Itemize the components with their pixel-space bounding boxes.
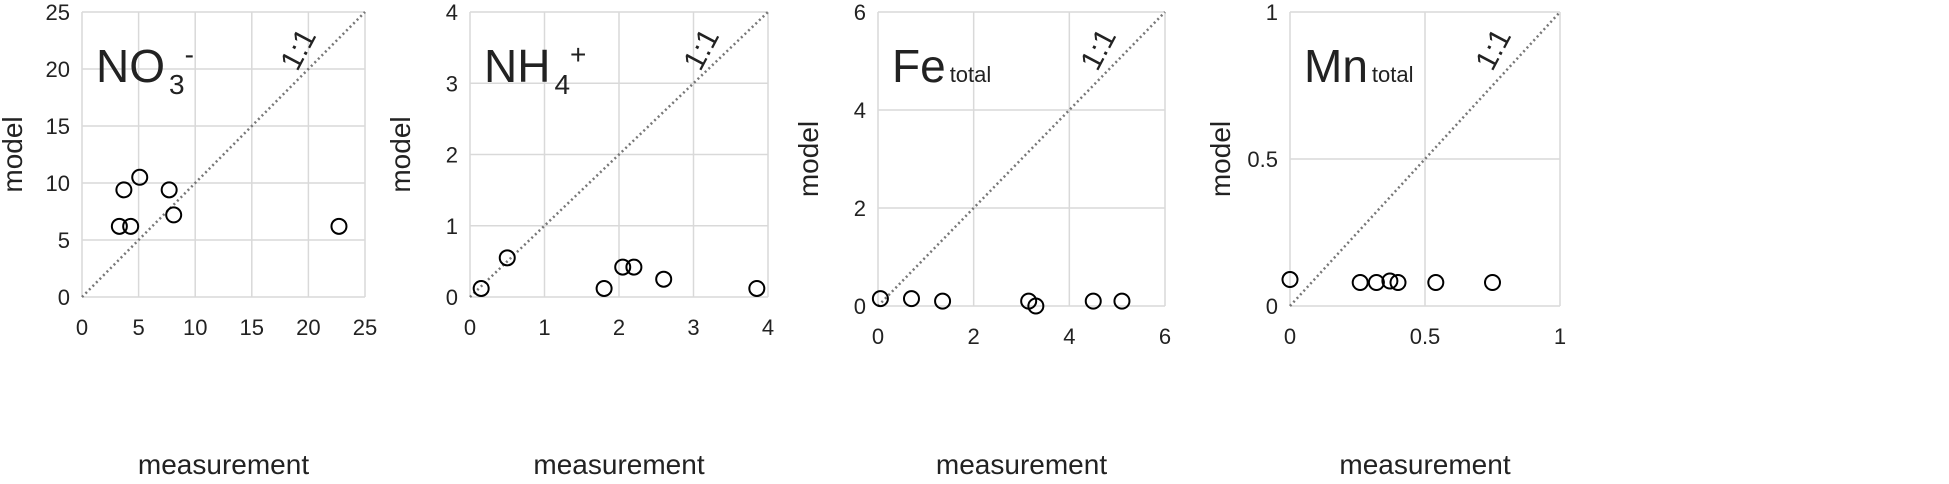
point xyxy=(1389,273,1407,291)
point xyxy=(625,258,643,276)
x-axis-label: measurement xyxy=(936,449,1107,480)
point xyxy=(122,217,140,235)
y-tick-label: 20 xyxy=(46,57,70,82)
title-sup: - xyxy=(185,39,194,70)
panel-title: NO 3- xyxy=(96,39,194,100)
x-tick-label: 0.5 xyxy=(1410,324,1441,349)
annotation: 1:1 xyxy=(1469,23,1518,75)
point xyxy=(871,290,889,308)
x-tick-label: 10 xyxy=(183,315,207,340)
x-tick-label: 6 xyxy=(1159,324,1171,349)
y-tick-label: 1 xyxy=(446,214,458,239)
point xyxy=(472,279,490,297)
x-axis-label: measurement xyxy=(1339,449,1510,480)
panel-title: Fe total xyxy=(892,40,991,92)
point xyxy=(1427,273,1445,291)
y-tick-label: 4 xyxy=(446,0,458,25)
one-to-one-line xyxy=(469,11,769,298)
title-main: NH xyxy=(484,40,550,92)
y-tick-label: 3 xyxy=(446,71,458,96)
y-axis-label: model xyxy=(0,116,28,192)
point xyxy=(110,217,128,235)
x-tick-label: 0 xyxy=(76,315,88,340)
y-tick-label: 0 xyxy=(58,285,70,310)
point xyxy=(1281,271,1299,289)
one-to-one-line xyxy=(877,11,1166,307)
point xyxy=(1027,297,1045,315)
title-sup: + xyxy=(570,39,586,70)
panel: 0 5 10 15 20 25 0 5 10 15 20 25 measurement model 1:1 N… xyxy=(0,0,377,480)
y-tick-label: 10 xyxy=(46,171,70,196)
point xyxy=(498,249,516,267)
x-tick-label: 2 xyxy=(613,315,625,340)
y-tick-label: 25 xyxy=(46,0,70,25)
y-tick-label: 2 xyxy=(446,143,458,168)
x-tick-label: 1 xyxy=(1554,324,1566,349)
x-tick-label: 25 xyxy=(353,315,377,340)
x-tick-label: 5 xyxy=(132,315,144,340)
x-tick-label: 3 xyxy=(687,315,699,340)
annotation: 1:1 xyxy=(677,23,726,75)
title-main: NO xyxy=(96,40,165,92)
point xyxy=(1084,292,1102,310)
y-tick-label: 6 xyxy=(854,0,866,25)
y-tick-label: 5 xyxy=(58,228,70,253)
point xyxy=(595,279,613,297)
point xyxy=(902,290,920,308)
x-tick-label: 15 xyxy=(240,315,264,340)
annotation: 1:1 xyxy=(274,23,323,75)
y-tick-label: 4 xyxy=(854,98,866,123)
point xyxy=(131,168,149,186)
x-axis-label: measurement xyxy=(138,449,309,480)
title-sub: 3 xyxy=(169,69,185,100)
x-tick-label: 0 xyxy=(1284,324,1296,349)
panel: 0 0.5 1 0 0.5 1 measurement model 1:1 Mn total xyxy=(1205,0,1566,480)
panel: 0 2 4 6 0 2 4 6 measurement model 1:1 Fe total xyxy=(793,0,1171,480)
y-tick-label: 0.5 xyxy=(1247,147,1278,172)
x-axis-label: measurement xyxy=(533,449,704,480)
point xyxy=(1351,273,1369,291)
point xyxy=(614,258,632,276)
x-tick-label: 2 xyxy=(968,324,980,349)
x-tick-label: 4 xyxy=(762,315,774,340)
point xyxy=(165,206,183,224)
point xyxy=(655,270,673,288)
point xyxy=(330,217,348,235)
one-to-one-line xyxy=(1289,11,1561,307)
point xyxy=(1113,292,1131,310)
y-tick-label: 15 xyxy=(46,114,70,139)
point xyxy=(1367,273,1385,291)
title-sub: 4 xyxy=(554,69,570,100)
x-tick-label: 1 xyxy=(538,315,550,340)
y-tick-label: 0 xyxy=(446,285,458,310)
y-tick-label: 0 xyxy=(1266,294,1278,319)
y-tick-label: 0 xyxy=(854,294,866,319)
title-main: Mn xyxy=(1304,40,1368,92)
one-to-one-line xyxy=(81,11,366,298)
panel-title: Mn total xyxy=(1304,40,1414,92)
x-tick-label: 0 xyxy=(872,324,884,349)
title-sub: total xyxy=(950,62,992,87)
title-sub: total xyxy=(1372,62,1414,87)
annotation: 1:1 xyxy=(1074,23,1123,75)
x-tick-label: 0 xyxy=(464,315,476,340)
y-axis-label: model xyxy=(385,116,416,192)
x-tick-label: 20 xyxy=(296,315,320,340)
panel-title: NH 4+ xyxy=(484,39,586,100)
x-tick-label: 4 xyxy=(1063,324,1075,349)
point xyxy=(748,279,766,297)
point xyxy=(934,292,952,310)
y-axis-label: model xyxy=(1205,121,1236,197)
point xyxy=(115,181,133,199)
point xyxy=(1381,272,1399,290)
point xyxy=(160,181,178,199)
title-main: Fe xyxy=(892,40,946,92)
point xyxy=(1484,273,1501,291)
y-axis-label: model xyxy=(793,121,824,197)
y-tick-label: 1 xyxy=(1266,0,1278,25)
y-tick-label: 2 xyxy=(854,196,866,221)
